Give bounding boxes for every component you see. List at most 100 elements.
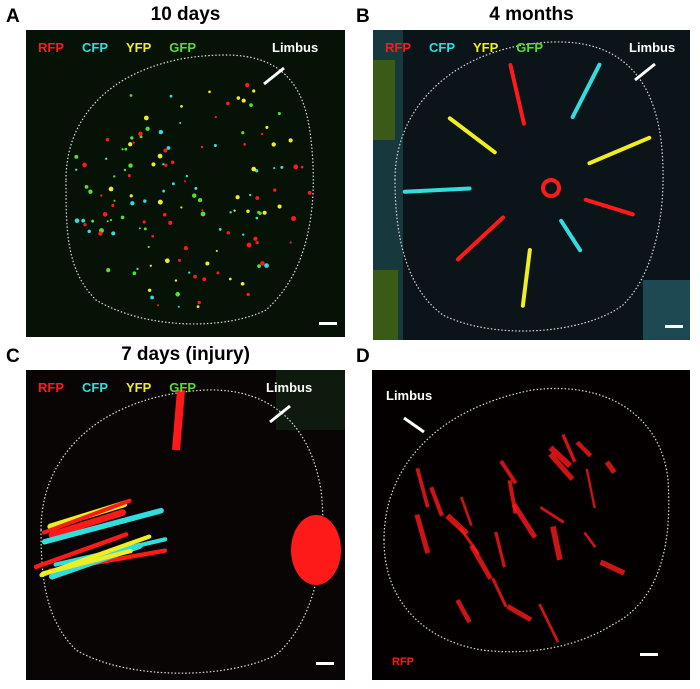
fluorescent-cell bbox=[168, 220, 173, 225]
fluorescent-cell bbox=[145, 126, 150, 131]
fluorescent-cell bbox=[180, 105, 183, 108]
fluorescent-cell bbox=[143, 199, 147, 203]
fluorescent-cell bbox=[241, 98, 246, 103]
fluorescent-cell bbox=[164, 258, 170, 264]
fluorescent-cell bbox=[162, 212, 167, 217]
fluorescent-cell bbox=[307, 190, 312, 195]
fluorescent-cell bbox=[180, 206, 183, 209]
limbus-label: Limbus bbox=[272, 40, 319, 55]
fluorescent-cell bbox=[157, 199, 163, 205]
fluorescent-cell bbox=[264, 263, 269, 268]
fluorescent-cell bbox=[91, 219, 95, 223]
fluorescent-cell bbox=[235, 195, 240, 200]
fluorescent-cell bbox=[171, 182, 175, 186]
scale-bar bbox=[319, 322, 337, 325]
fluorescent-cell bbox=[109, 218, 113, 222]
fluorescent-cell bbox=[84, 184, 89, 189]
fluorescent-cell bbox=[550, 525, 563, 561]
fluorescent-cell bbox=[291, 515, 341, 585]
fluorescent-cell bbox=[200, 145, 204, 149]
panel-c-label: C bbox=[6, 346, 20, 367]
fluorescent-cell bbox=[100, 194, 103, 197]
panel-b-title: 4 months bbox=[489, 4, 574, 25]
fluorescent-cell bbox=[149, 264, 152, 267]
fluorescent-cell bbox=[257, 210, 261, 214]
fluorescent-cell bbox=[226, 231, 230, 235]
fluorescent-cell bbox=[205, 261, 210, 266]
panel-a-title: 10 days bbox=[150, 4, 221, 25]
fluorescent-cell bbox=[246, 242, 252, 248]
fluorescent-cell bbox=[280, 165, 284, 169]
fluorescent-cell bbox=[539, 506, 565, 524]
fluorescent-cell bbox=[575, 440, 593, 458]
fluorescent-cell bbox=[183, 246, 189, 251]
fluorescent-cell bbox=[75, 168, 78, 171]
limbus-label: Limbus bbox=[266, 380, 313, 395]
fluorescent-cell bbox=[102, 212, 108, 217]
fluorescent-cell bbox=[447, 116, 497, 155]
fluorescent-cell bbox=[197, 197, 203, 203]
fluorescent-cell bbox=[277, 204, 282, 209]
fluorescent-cell bbox=[169, 94, 173, 98]
fluorescent-cell bbox=[257, 264, 261, 269]
fluorescent-cell bbox=[233, 209, 236, 212]
fluorescent-cell bbox=[585, 468, 596, 509]
fluorescent-cell bbox=[245, 82, 250, 88]
fluorescent-cell bbox=[130, 201, 135, 206]
fluorescent-cell bbox=[228, 277, 232, 281]
fluorescent-cell bbox=[251, 166, 257, 172]
fluorescent-cell bbox=[265, 125, 269, 129]
fluorescent-cell bbox=[402, 186, 472, 194]
fluorescent-cell bbox=[214, 115, 217, 119]
fluorescent-cell bbox=[87, 229, 91, 234]
fluorescent-cell bbox=[255, 216, 259, 220]
fluorescent-cell bbox=[246, 209, 250, 213]
fluorescent-cell bbox=[197, 300, 201, 305]
fluorescent-cell bbox=[162, 163, 165, 166]
fluorescent-cell bbox=[132, 141, 135, 144]
fluorescent-cell bbox=[520, 247, 532, 308]
fluorescent-cell bbox=[499, 459, 518, 485]
fluorescent-cell bbox=[273, 188, 277, 192]
fluorescent-cell bbox=[172, 389, 185, 451]
fluorescent-cell bbox=[260, 261, 265, 266]
fluorescent-cell bbox=[74, 218, 80, 223]
fluorescent-cell bbox=[179, 121, 182, 125]
fluorescent-cell bbox=[559, 218, 583, 253]
fluorescent-cell bbox=[208, 90, 211, 94]
fluorescent-cell bbox=[83, 223, 87, 227]
fluorescent-cell bbox=[469, 544, 493, 580]
fluorescent-cell bbox=[508, 63, 526, 126]
fluorescent-cell bbox=[300, 165, 304, 169]
fluorescent-cell bbox=[215, 249, 218, 252]
fluorescent-cell bbox=[193, 274, 197, 279]
fluorescent-cell bbox=[188, 271, 191, 274]
fluorescent-cell bbox=[548, 452, 575, 481]
fluorescent-cell bbox=[162, 189, 166, 193]
fluorescent-cell bbox=[538, 603, 560, 643]
panel-a-label: A bbox=[6, 6, 20, 27]
fluorescent-cell bbox=[262, 210, 267, 215]
fluorescent-cell bbox=[249, 193, 252, 197]
fluorescent-cell bbox=[218, 228, 222, 231]
fluorescent-cell bbox=[561, 433, 577, 463]
fluorescent-cell bbox=[599, 559, 626, 576]
fluorescent-cell bbox=[130, 136, 134, 140]
fluorescent-cell bbox=[583, 531, 597, 548]
fluorescent-cell bbox=[414, 513, 431, 554]
fluorescent-cell bbox=[128, 142, 133, 147]
fluorescent-cell bbox=[157, 153, 163, 159]
fluorescent-cell bbox=[494, 531, 506, 568]
channel-legend: RFP CFP YFP GFP bbox=[38, 40, 197, 55]
fluorescent-cell bbox=[150, 295, 154, 300]
fluorescent-cell bbox=[216, 271, 220, 275]
fluorescent-cell bbox=[213, 144, 217, 148]
fluorescent-cell bbox=[147, 245, 150, 249]
fluorescent-cell bbox=[583, 197, 635, 217]
fluorescent-cell bbox=[271, 142, 276, 147]
scale-bar bbox=[316, 662, 334, 665]
panel-b-label: B bbox=[356, 6, 370, 27]
fluorescent-cell bbox=[106, 220, 109, 223]
fluorescent-cell bbox=[127, 174, 131, 178]
limbus-boundary bbox=[383, 387, 670, 653]
